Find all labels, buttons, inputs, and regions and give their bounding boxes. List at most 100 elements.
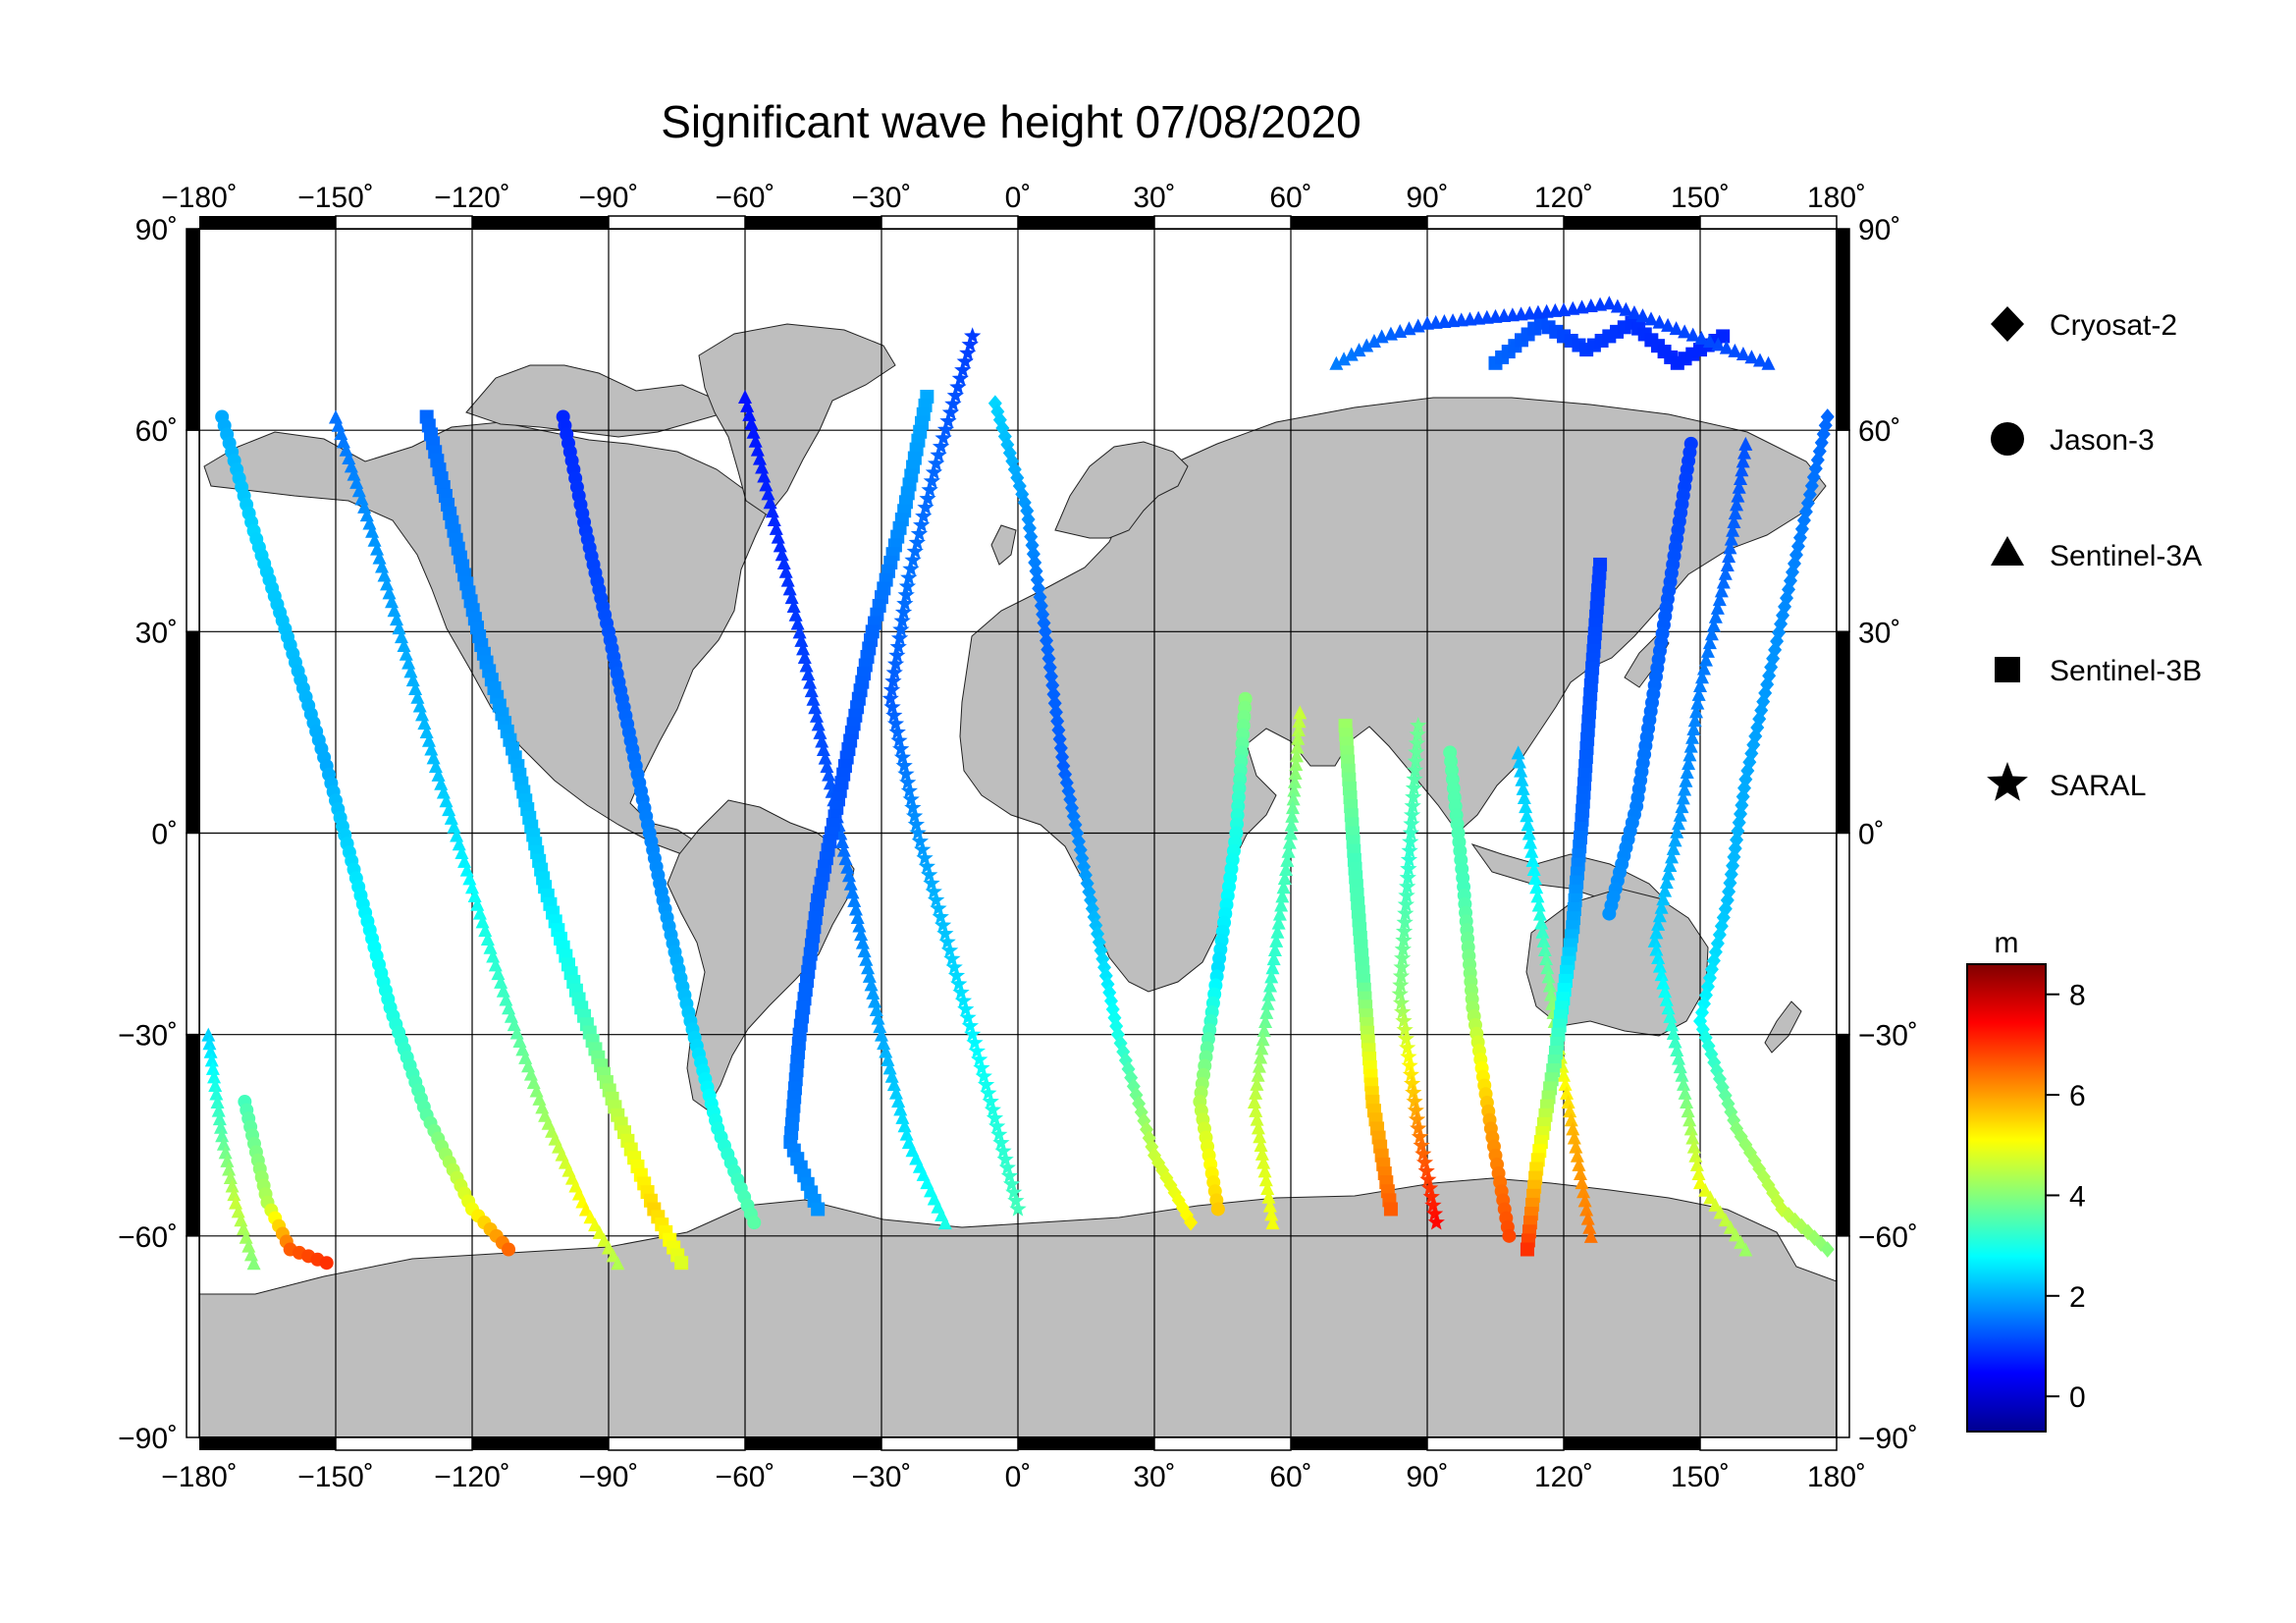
triangle-data-point <box>1250 1076 1264 1091</box>
triangle-data-point <box>1563 1104 1577 1118</box>
triangle-data-point <box>205 1060 220 1075</box>
x-tick-labels-bottom: −180˚ −150˚ −120˚ −90˚ −60˚ −30˚ 0˚ 30˚ 60˚ 90˚ 12… <box>161 1461 1866 1493</box>
triangle-data-point <box>1539 951 1554 966</box>
star-data-point <box>1394 949 1412 966</box>
triangle-data-point <box>1675 1067 1689 1082</box>
star-data-point <box>932 437 950 455</box>
star-data-point <box>1392 976 1410 993</box>
triangle-data-point <box>765 504 779 518</box>
diamond-data-point <box>1113 1035 1128 1052</box>
triangle-data-point <box>1252 1058 1266 1073</box>
triangle-data-point <box>1676 790 1690 805</box>
star-data-point <box>1413 1136 1430 1154</box>
triangle-data-point <box>841 868 856 883</box>
triangle-data-point <box>759 477 774 492</box>
colorbar-tick-label: 8 <box>2069 980 2086 1012</box>
x-tick-label-bottom: 180˚ <box>1807 1461 1866 1493</box>
diamond-data-point <box>1171 1191 1186 1209</box>
triangle-data-point <box>1289 757 1304 772</box>
triangle-data-point <box>796 641 811 656</box>
triangle-data-point <box>1687 713 1702 728</box>
diamond-data-point <box>1184 1214 1199 1231</box>
triangle-data-point <box>1678 324 1692 339</box>
triangle-data-point <box>1514 763 1528 778</box>
triangle-data-point <box>1724 531 1738 546</box>
star-data-point <box>1407 1102 1424 1118</box>
star-data-point <box>986 1109 1004 1126</box>
diamond-data-point <box>1761 1176 1776 1194</box>
triangle-data-point <box>738 389 752 404</box>
triangle-data-point <box>1287 774 1302 788</box>
star-data-point <box>915 507 933 524</box>
diamond-data-point <box>1155 1162 1170 1179</box>
triangle-data-point <box>426 750 441 765</box>
triangle-data-point <box>1267 943 1282 957</box>
diamond-data-point <box>1800 1223 1815 1241</box>
diamond-data-point <box>1107 1009 1122 1026</box>
x-tick-label-top: 180˚ <box>1807 182 1866 214</box>
triangle-data-point <box>786 598 801 613</box>
star-data-point <box>908 533 926 551</box>
triangle-data-point <box>1247 1095 1261 1109</box>
star-data-point <box>1397 1030 1415 1047</box>
star-data-point <box>1408 734 1426 751</box>
diamond-data-point <box>1712 1070 1727 1088</box>
star-data-point <box>1419 1170 1437 1187</box>
y-tick-labels-left: 90˚ 60˚ 30˚ 0˚ −30˚ −60˚ −90˚ <box>118 214 178 1455</box>
triangle-data-point <box>1266 951 1281 966</box>
track-circle <box>1602 436 1698 921</box>
triangle-data-point <box>1275 889 1290 903</box>
triangle-data-point <box>204 1053 219 1067</box>
triangle-data-point <box>1517 790 1531 805</box>
star-data-point <box>980 1084 997 1101</box>
circle-data-point <box>502 1242 516 1257</box>
triangle-data-point <box>1720 557 1735 571</box>
triangle-data-point <box>1675 799 1689 814</box>
star-data-point <box>1401 1056 1418 1073</box>
triangle-data-point <box>1686 722 1701 736</box>
star-data-point <box>939 411 957 429</box>
star-data-point <box>952 983 970 1001</box>
triangle-data-point <box>790 616 805 630</box>
star-data-point <box>892 621 910 637</box>
star-data-point <box>925 883 942 899</box>
triangle-data-point <box>742 406 757 421</box>
star-data-point <box>883 698 901 715</box>
star-data-point <box>977 1075 995 1093</box>
triangle-data-point <box>1269 933 1284 947</box>
triangle-data-point <box>1259 1004 1274 1019</box>
triangle-data-point <box>1257 1163 1272 1178</box>
triangle-data-point <box>372 550 387 565</box>
star-data-point <box>1406 770 1423 787</box>
star-data-point <box>1399 878 1416 894</box>
triangle-data-point <box>1712 592 1727 607</box>
triangle-data-point <box>1726 522 1740 537</box>
y-tick-label-right: 90˚ <box>1858 214 1900 246</box>
triangle-data-point <box>1277 871 1292 886</box>
star-data-point <box>1420 1179 1439 1196</box>
star-data-point <box>941 404 960 420</box>
star-data-point <box>1402 824 1419 840</box>
triangle-data-point <box>1602 296 1617 310</box>
star-data-point <box>975 1067 992 1084</box>
star-data-point <box>910 524 929 542</box>
colorbar-unit-label: m <box>1995 927 2019 959</box>
y-tick-label-left: 0˚ <box>151 819 178 851</box>
triangle-data-point <box>868 994 882 1008</box>
triangle-data-point <box>1761 355 1776 370</box>
diamond-data-point <box>990 403 1005 420</box>
triangle-data-point <box>816 742 830 757</box>
diamond-data-point <box>1721 1095 1735 1112</box>
track-star <box>1391 717 1445 1230</box>
triangle-data-point <box>403 664 418 678</box>
track-square <box>419 409 689 1271</box>
triangle-data-point <box>1681 1104 1695 1118</box>
frame-bar-left <box>186 429 200 633</box>
star-data-point <box>1406 1093 1423 1109</box>
star-data-point <box>971 1051 988 1067</box>
triangle-data-point <box>1567 1130 1581 1145</box>
triangle-data-point <box>212 1111 227 1126</box>
triangle-data-point <box>767 513 781 527</box>
triangle-data-point <box>1734 471 1748 486</box>
triangle-data-point <box>875 1027 888 1042</box>
